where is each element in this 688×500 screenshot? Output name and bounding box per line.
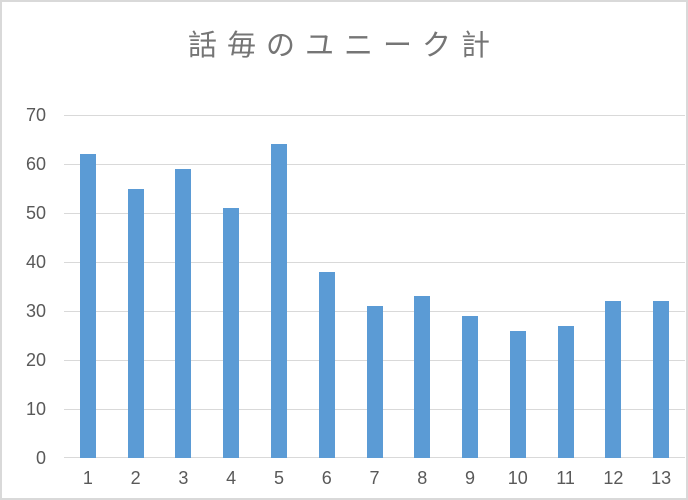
gridline xyxy=(64,213,685,214)
bar-episode-6 xyxy=(318,271,335,458)
plot-area xyxy=(64,115,685,458)
y-tick-label: 10 xyxy=(25,399,46,419)
y-tick-label: 0 xyxy=(35,448,46,468)
x-tick-label: 1 xyxy=(82,468,93,488)
x-tick-label: 13 xyxy=(651,468,672,488)
x-tick-label: 10 xyxy=(507,468,528,488)
x-tick-label: 5 xyxy=(273,468,284,488)
x-axis-labels: 1 2 3 4 5 6 7 8 9 10 11 12 13 xyxy=(64,466,685,492)
x-tick-label: 8 xyxy=(417,468,428,488)
y-tick-label: 60 xyxy=(25,154,46,174)
bar-episode-13 xyxy=(653,301,670,458)
bar-episode-8 xyxy=(414,296,431,458)
bar-episode-5 xyxy=(270,144,287,458)
x-tick-label: 3 xyxy=(178,468,189,488)
chart-title: 話毎のユニーク計 xyxy=(187,30,500,62)
x-tick-label: 4 xyxy=(226,468,237,488)
gridline xyxy=(64,262,685,263)
x-tick-label: 7 xyxy=(369,468,380,488)
bar-episode-7 xyxy=(366,306,383,458)
x-tick-label: 12 xyxy=(603,468,624,488)
bar-episode-1 xyxy=(79,154,96,458)
bar-episode-3 xyxy=(175,168,192,458)
bar-episode-12 xyxy=(605,301,622,458)
x-tick-label: 2 xyxy=(130,468,141,488)
x-tick-label: 11 xyxy=(556,468,575,488)
y-tick-label: 40 xyxy=(25,252,46,272)
bar-episode-10 xyxy=(509,330,526,458)
gridline xyxy=(64,164,685,165)
y-tick-label: 70 xyxy=(25,105,46,125)
y-tick-label: 20 xyxy=(25,350,46,370)
bar-episode-11 xyxy=(557,325,574,458)
x-tick-label: 9 xyxy=(465,468,476,488)
x-tick-label: 6 xyxy=(321,468,332,488)
y-tick-label: 30 xyxy=(25,301,46,321)
y-tick-label: 50 xyxy=(25,203,46,223)
bar-episode-9 xyxy=(462,315,479,458)
bar-episode-2 xyxy=(127,188,144,458)
y-axis-labels: 0 10 20 30 40 50 60 70 xyxy=(2,105,46,468)
bar-episode-4 xyxy=(223,208,240,458)
gridline xyxy=(64,115,685,116)
